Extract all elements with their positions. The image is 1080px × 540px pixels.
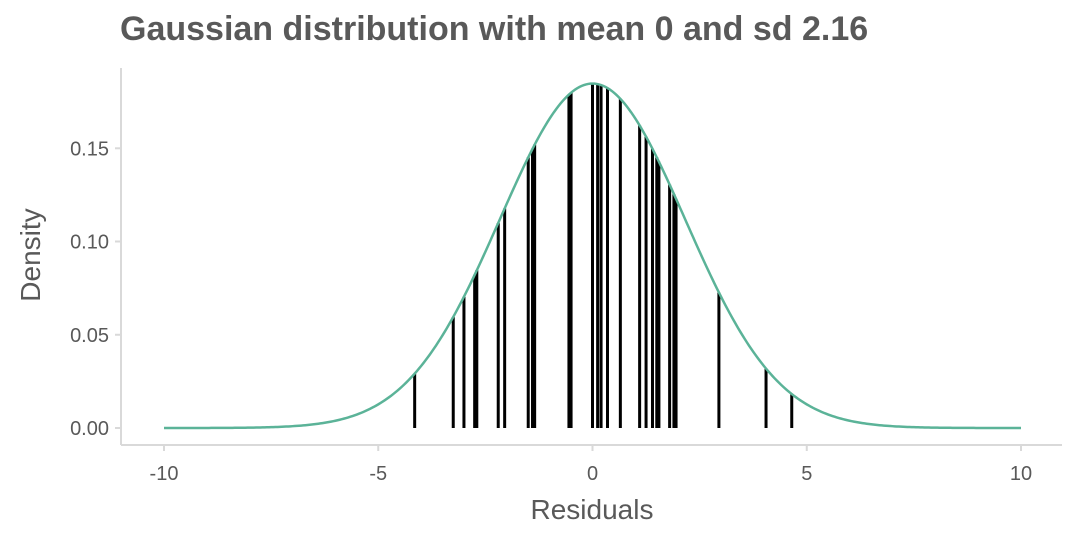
y-tick-label: 0.05 — [70, 325, 109, 347]
x-tick-label: 0 — [587, 463, 598, 485]
chart-title: Gaussian distribution with mean 0 and sd… — [120, 10, 868, 48]
y-tick-label: 0.15 — [70, 138, 109, 160]
rug-lines — [413, 83, 794, 428]
x-ticks: -10 -5 0 5 10 — [150, 445, 1032, 485]
y-axis-label: Density — [15, 208, 46, 301]
y-tick-label: 0.10 — [70, 232, 109, 254]
density-curve — [164, 82, 1021, 430]
x-tick-label: 5 — [801, 463, 812, 485]
x-axis-label: Residuals — [531, 494, 654, 525]
x-tick-label: -10 — [150, 463, 179, 485]
y-tick-label: 0.00 — [70, 418, 109, 440]
x-tick-label: -5 — [369, 463, 387, 485]
y-ticks: 0.00 0.05 0.10 0.15 — [70, 138, 121, 440]
x-tick-label: 10 — [1010, 463, 1032, 485]
